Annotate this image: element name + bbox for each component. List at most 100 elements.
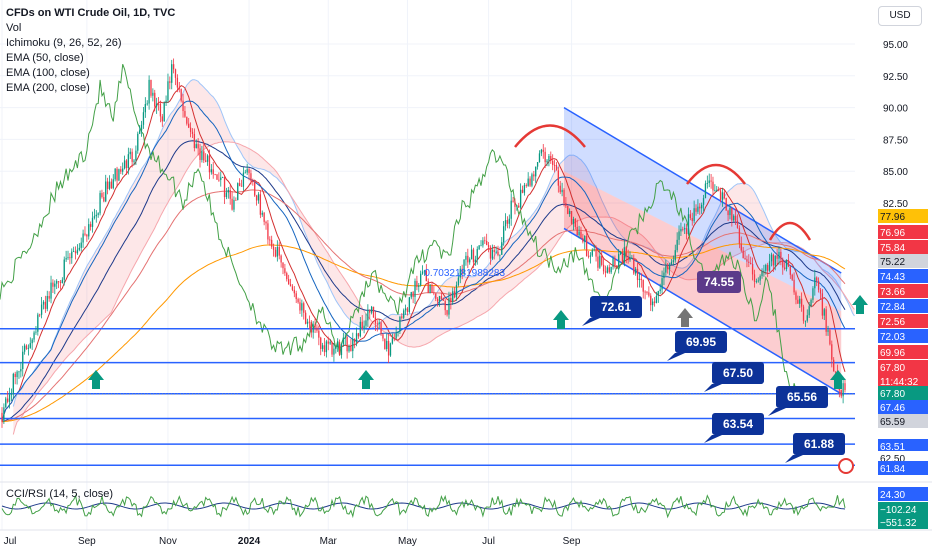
candle xyxy=(774,255,776,266)
legend-ema-100[interactable]: EMA (100, close) xyxy=(6,67,90,79)
candle xyxy=(254,181,256,196)
currency-button[interactable]: USD xyxy=(878,6,922,26)
candle xyxy=(108,181,111,189)
candle xyxy=(744,258,746,260)
candle xyxy=(659,289,661,292)
legend-ichimoku[interactable]: Ichimoku (9, 26, 52, 26) xyxy=(6,37,122,49)
candle xyxy=(1,412,3,422)
candle xyxy=(833,359,835,372)
candle xyxy=(408,297,411,313)
candle xyxy=(461,268,463,274)
candle xyxy=(197,144,199,149)
candle xyxy=(97,213,99,215)
level-label: 72.61 xyxy=(582,296,642,326)
y-tick-label: 85.00 xyxy=(883,167,908,178)
candle xyxy=(697,206,699,212)
candle xyxy=(406,308,409,313)
candle xyxy=(193,133,196,149)
candle xyxy=(540,149,543,154)
candle xyxy=(82,233,84,243)
candle xyxy=(420,273,422,286)
up-arrow xyxy=(358,370,374,389)
candle xyxy=(800,298,803,307)
candle xyxy=(306,321,309,324)
level-label-pointer xyxy=(704,384,722,392)
candle xyxy=(333,348,335,355)
candle xyxy=(806,315,808,321)
candle xyxy=(427,281,429,293)
candle xyxy=(321,345,324,349)
level-label-pointer xyxy=(667,353,685,361)
legend-vol[interactable]: Vol xyxy=(6,22,22,34)
price-label-bg xyxy=(878,400,928,414)
candle xyxy=(231,198,233,210)
level-label-text: 65.56 xyxy=(787,390,817,404)
candle xyxy=(65,257,67,260)
top-arc xyxy=(768,221,812,241)
candle xyxy=(291,286,294,290)
candle xyxy=(148,79,150,104)
candle xyxy=(384,338,386,350)
indicator-lines xyxy=(0,64,846,423)
candle xyxy=(6,398,9,402)
price-label: 61.84 xyxy=(880,464,905,475)
x-tick-label: Jul xyxy=(482,536,495,547)
candle xyxy=(678,231,680,240)
price-label: 69.96 xyxy=(880,348,905,359)
price-label: −551.32 xyxy=(880,518,917,529)
candle xyxy=(78,247,80,250)
candle xyxy=(39,314,41,316)
candle xyxy=(757,280,759,282)
level-label-box xyxy=(675,331,727,353)
candle xyxy=(767,264,769,271)
price-label-bg xyxy=(878,461,928,475)
candle xyxy=(493,249,495,253)
candle xyxy=(823,309,825,316)
legend-ema-50[interactable]: EMA (50, close) xyxy=(6,52,84,64)
candle xyxy=(403,310,405,318)
candle xyxy=(557,170,560,186)
candle xyxy=(776,255,778,259)
candle xyxy=(504,220,507,227)
price-label: 11:44:32 xyxy=(880,377,919,388)
candle xyxy=(514,201,516,207)
level-label-text: 69.95 xyxy=(686,335,716,349)
candle xyxy=(225,192,228,198)
candle xyxy=(314,324,316,328)
candle xyxy=(301,303,303,311)
level-label-pointer xyxy=(582,318,600,326)
candle xyxy=(191,131,194,134)
candle xyxy=(591,249,593,256)
candle xyxy=(139,130,141,134)
candle xyxy=(244,172,246,174)
price-label: 67.46 xyxy=(880,403,905,414)
top-arc xyxy=(514,124,586,148)
level-label-pointer xyxy=(704,435,722,443)
candle xyxy=(814,277,816,289)
candle xyxy=(329,341,331,344)
legend-title[interactable]: CFDs on WTI Crude Oil, 1D, TVC xyxy=(6,7,176,19)
candle xyxy=(695,208,697,212)
price-label-bg xyxy=(878,284,928,298)
level-label-text: 67.50 xyxy=(723,366,753,380)
candle xyxy=(455,284,458,298)
rsi-pane-title[interactable]: CCI/RSI (14, 5, close) xyxy=(6,488,113,500)
candle xyxy=(750,262,752,265)
candle xyxy=(687,214,690,235)
legend-ema-200[interactable]: EMA (200, close) xyxy=(6,82,90,94)
candle xyxy=(840,390,842,397)
level-label: 67.50 xyxy=(704,362,764,392)
candle xyxy=(205,160,207,162)
candle xyxy=(289,284,292,287)
candle xyxy=(618,254,620,267)
candle xyxy=(612,258,614,267)
level-label: 69.95 xyxy=(667,331,727,361)
candle xyxy=(684,228,686,230)
candle xyxy=(763,270,765,272)
price-label: 74.43 xyxy=(880,272,905,283)
candle xyxy=(572,218,575,224)
candle xyxy=(31,339,33,344)
cci-line xyxy=(1,494,846,519)
candle xyxy=(144,104,146,113)
